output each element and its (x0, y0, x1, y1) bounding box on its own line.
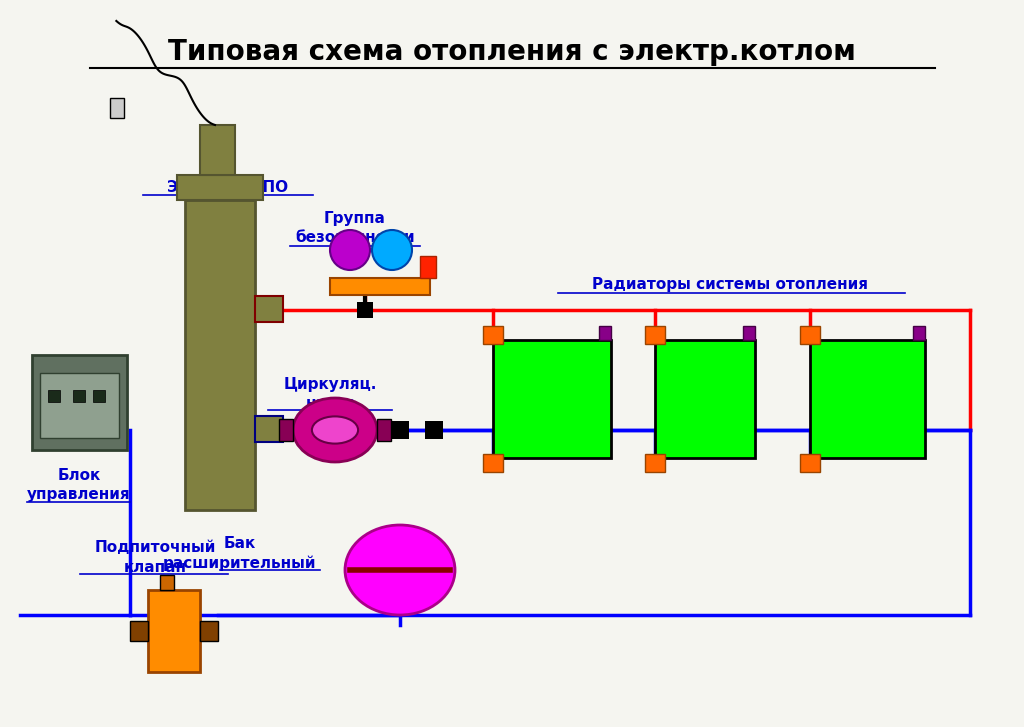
Bar (177, 175, 263, 200)
Bar (357, 302, 373, 318)
Circle shape (330, 230, 370, 270)
Ellipse shape (345, 525, 455, 615)
Text: безопасности: безопасности (295, 230, 415, 246)
Text: Блок: Блок (57, 467, 100, 483)
Bar (800, 454, 820, 472)
Bar (73, 390, 85, 402)
Bar (130, 621, 148, 641)
Bar (160, 575, 174, 590)
Text: Типовая схема отопления с электр.котлом: Типовая схема отопления с электр.котлом (168, 38, 856, 66)
Bar (483, 454, 503, 472)
Bar (255, 296, 283, 322)
Bar (391, 421, 409, 439)
Text: клапан: клапан (124, 560, 186, 574)
Bar (200, 621, 218, 641)
Text: Эл.котел ЭПО: Эл.котел ЭПО (168, 180, 289, 196)
Bar (279, 419, 293, 441)
Ellipse shape (312, 417, 358, 443)
Bar (913, 326, 925, 340)
Bar (800, 326, 820, 344)
Text: Циркуляц.: Циркуляц. (284, 377, 377, 393)
Bar (32, 355, 127, 450)
Text: Бак: Бак (224, 536, 256, 550)
Bar (483, 326, 503, 344)
Bar (185, 200, 255, 510)
Text: насос: насос (305, 395, 354, 411)
Bar (645, 454, 665, 472)
Bar (93, 390, 105, 402)
Bar (330, 278, 430, 295)
Bar (200, 125, 234, 175)
Bar (425, 421, 443, 439)
Bar (40, 373, 119, 438)
Bar (420, 256, 436, 278)
Text: Подпиточный: Подпиточный (94, 540, 216, 555)
Text: Группа: Группа (324, 211, 386, 225)
Bar (48, 390, 60, 402)
Text: Радиаторы системы отопления: Радиаторы системы отопления (592, 278, 868, 292)
Bar (599, 326, 611, 340)
Bar (255, 416, 283, 442)
Bar (148, 590, 200, 672)
Circle shape (372, 230, 412, 270)
Bar (743, 326, 755, 340)
Bar (810, 340, 925, 458)
Bar (493, 340, 611, 458)
Bar (655, 340, 755, 458)
Bar (110, 98, 124, 118)
Bar (377, 419, 391, 441)
Text: расширительный: расширительный (163, 555, 316, 571)
Bar (645, 326, 665, 344)
Ellipse shape (293, 398, 377, 462)
Text: управления: управления (28, 486, 131, 502)
